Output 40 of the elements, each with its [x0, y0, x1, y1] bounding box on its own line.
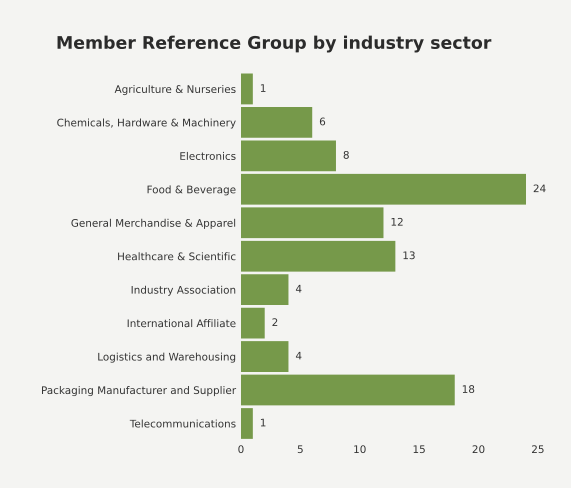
- y-tick-label: Industry Association: [132, 286, 236, 296]
- y-tick-label: Packaging Manufacturer and Supplier: [42, 386, 236, 396]
- x-tick-label: 20: [472, 445, 484, 454]
- data-label: 12: [392, 218, 403, 226]
- y-tick-label: Telecommunications: [130, 419, 236, 428]
- bar: [240, 341, 288, 372]
- data-label: 4: [296, 284, 302, 293]
- y-tick-label: General Merchandise & Apparel: [71, 218, 236, 229]
- data-label: 1: [260, 418, 266, 426]
- bar: [240, 308, 265, 338]
- y-tick-label: Agriculture & Nurseries: [114, 84, 236, 96]
- x-tick-label: 0: [238, 445, 244, 454]
- y-tick-label: Healthcare & Scientific: [118, 252, 236, 260]
- x-tick-label: 25: [532, 445, 544, 454]
- data-label: 18: [462, 385, 474, 394]
- data-label: 13: [403, 251, 415, 260]
- bar: [240, 374, 455, 406]
- data-label: 1: [260, 84, 266, 92]
- y-tick-label: International Affiliate: [128, 319, 236, 328]
- data-label: 8: [344, 150, 349, 159]
- data-label: 2: [272, 318, 278, 326]
- data-label: 6: [320, 118, 326, 126]
- x-tick-label: 15: [414, 445, 425, 454]
- x-tick-label: 10: [354, 445, 366, 454]
- y-tick-label: Food & Beverage: [148, 185, 236, 196]
- bar: [240, 140, 336, 172]
- bar: [240, 408, 253, 439]
- bar: [240, 174, 526, 205]
- y-tick-label: Logistics and Warehousing: [98, 352, 236, 363]
- data-label: 24: [534, 184, 546, 192]
- bar: [240, 274, 288, 306]
- x-tick-label: 5: [298, 445, 303, 454]
- chart-title: Member Reference Group by industry sector: [58, 36, 492, 53]
- y-tick-label: Electronics: [180, 152, 236, 160]
- bar: [240, 107, 312, 138]
- bar: [240, 207, 384, 238]
- data-label: 4: [296, 352, 302, 360]
- bar: [240, 240, 396, 272]
- bar: [240, 74, 253, 104]
- y-tick-label: Chemicals, Hardware & Machinery: [57, 118, 236, 129]
